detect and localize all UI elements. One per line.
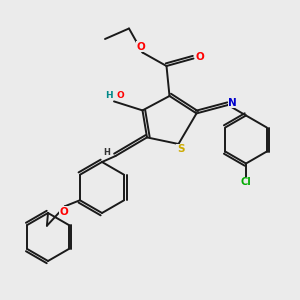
Text: O: O [116, 92, 124, 100]
Text: N: N [228, 98, 237, 108]
Text: H: H [105, 92, 112, 100]
Text: O: O [136, 41, 146, 52]
Text: S: S [177, 144, 184, 154]
Text: O: O [59, 207, 68, 217]
Text: O: O [196, 52, 205, 62]
Text: Cl: Cl [241, 177, 251, 188]
Text: H: H [103, 148, 110, 157]
